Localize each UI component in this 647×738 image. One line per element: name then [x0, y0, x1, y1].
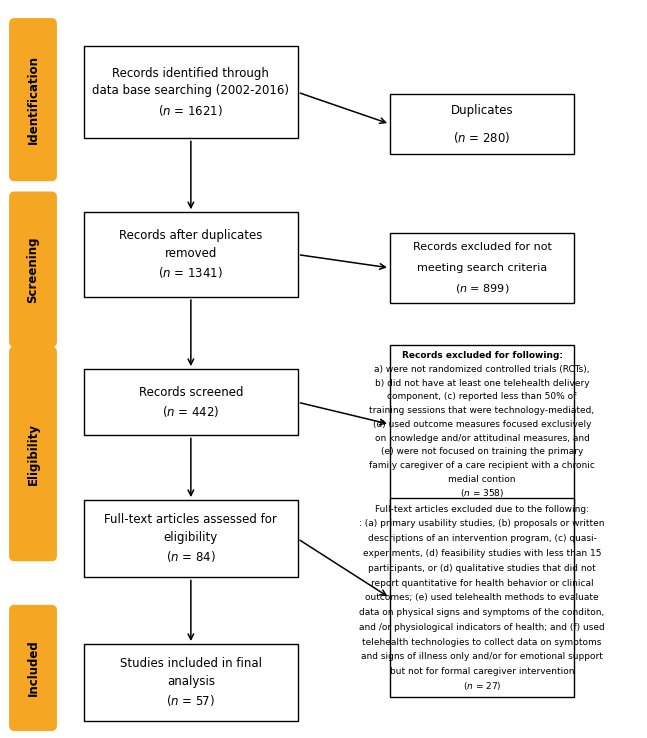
Text: a) were not randomized controlled trials (RCTs),: a) were not randomized controlled trials…: [374, 365, 590, 374]
Text: : (a) primary usability studies, (b) proposals or written: : (a) primary usability studies, (b) pro…: [359, 520, 605, 528]
Text: training sessions that were technology-mediated,: training sessions that were technology-m…: [369, 406, 595, 415]
Text: Records excluded for not: Records excluded for not: [413, 242, 551, 252]
Text: Eligibility: Eligibility: [27, 423, 39, 485]
Text: data on physical signs and symptoms of the conditon,: data on physical signs and symptoms of t…: [359, 608, 605, 617]
Bar: [389, 232, 575, 303]
Text: Records excluded for following:: Records excluded for following:: [402, 351, 562, 360]
FancyBboxPatch shape: [9, 347, 57, 561]
Text: Identification: Identification: [27, 55, 39, 144]
Text: Included: Included: [27, 640, 39, 696]
Text: outcomes; (e) used telehealth methods to evaluate: outcomes; (e) used telehealth methods to…: [365, 593, 599, 602]
Text: and signs of illness only and/or for emotional support: and signs of illness only and/or for emo…: [361, 652, 603, 661]
Text: ($n$ = 899): ($n$ = 899): [455, 283, 509, 295]
Bar: [84, 500, 298, 577]
Bar: [84, 644, 298, 722]
Text: telehealth technologies to collect data on symptoms: telehealth technologies to collect data …: [362, 638, 602, 646]
Text: Records after duplicates
removed
($n$ = 1341): Records after duplicates removed ($n$ = …: [119, 230, 263, 280]
Bar: [84, 213, 298, 297]
FancyBboxPatch shape: [9, 605, 57, 731]
Text: (d) used outcome measures focused exclusively: (d) used outcome measures focused exclus…: [373, 420, 591, 429]
Bar: [389, 345, 575, 503]
Text: Duplicates: Duplicates: [451, 104, 513, 117]
FancyBboxPatch shape: [9, 192, 57, 348]
Text: Full-text articles assessed for
eligibility
($n$ = 84): Full-text articles assessed for eligibil…: [104, 514, 278, 564]
Bar: [389, 94, 575, 154]
Text: but not for formal caregiver intervention: but not for formal caregiver interventio…: [389, 667, 575, 676]
Text: ($n$ = 27): ($n$ = 27): [463, 680, 501, 692]
Text: report quantitative for health behavior or clinical: report quantitative for health behavior …: [371, 579, 593, 587]
Text: experiments, (d) feasibility studies with less than 15: experiments, (d) feasibility studies wit…: [363, 549, 601, 558]
Text: meeting search criteria: meeting search criteria: [417, 263, 547, 273]
Text: Studies included in final
analysis
($n$ = 57): Studies included in final analysis ($n$ …: [120, 658, 262, 708]
Text: Full-text articles excluded due to the following:: Full-text articles excluded due to the f…: [375, 505, 589, 514]
Text: on knowledge and/or attitudinal measures, and: on knowledge and/or attitudinal measures…: [375, 434, 589, 443]
Text: Records screened
($n$ = 442): Records screened ($n$ = 442): [138, 385, 243, 419]
Bar: [389, 498, 575, 697]
FancyBboxPatch shape: [9, 18, 57, 182]
Text: component, (c) reported less than 50% of: component, (c) reported less than 50% of: [388, 393, 576, 401]
Text: descriptions of an intervention program, (c) quasi-: descriptions of an intervention program,…: [367, 534, 597, 543]
Text: medial contion: medial contion: [448, 475, 516, 484]
Text: participants, or (d) qualitative studies that did not: participants, or (d) qualitative studies…: [368, 564, 596, 573]
Text: family caregiver of a care recipient with a chronic: family caregiver of a care recipient wit…: [369, 461, 595, 470]
Text: (e) were not focused on training the primary: (e) were not focused on training the pri…: [381, 447, 583, 456]
Text: Records identified through
data base searching (2002-2016)
($n$ = 1621): Records identified through data base sea…: [93, 67, 289, 117]
Text: b) did not have at least one telehealth delivery: b) did not have at least one telehealth …: [375, 379, 589, 387]
Text: ($n$ = 358): ($n$ = 358): [460, 487, 504, 499]
Bar: [84, 46, 298, 139]
Text: and /or physiological indicators of health; and (f) used: and /or physiological indicators of heal…: [359, 623, 605, 632]
Text: Screening: Screening: [27, 236, 39, 303]
Text: ($n$ = 280): ($n$ = 280): [454, 130, 510, 145]
Bar: [84, 369, 298, 435]
